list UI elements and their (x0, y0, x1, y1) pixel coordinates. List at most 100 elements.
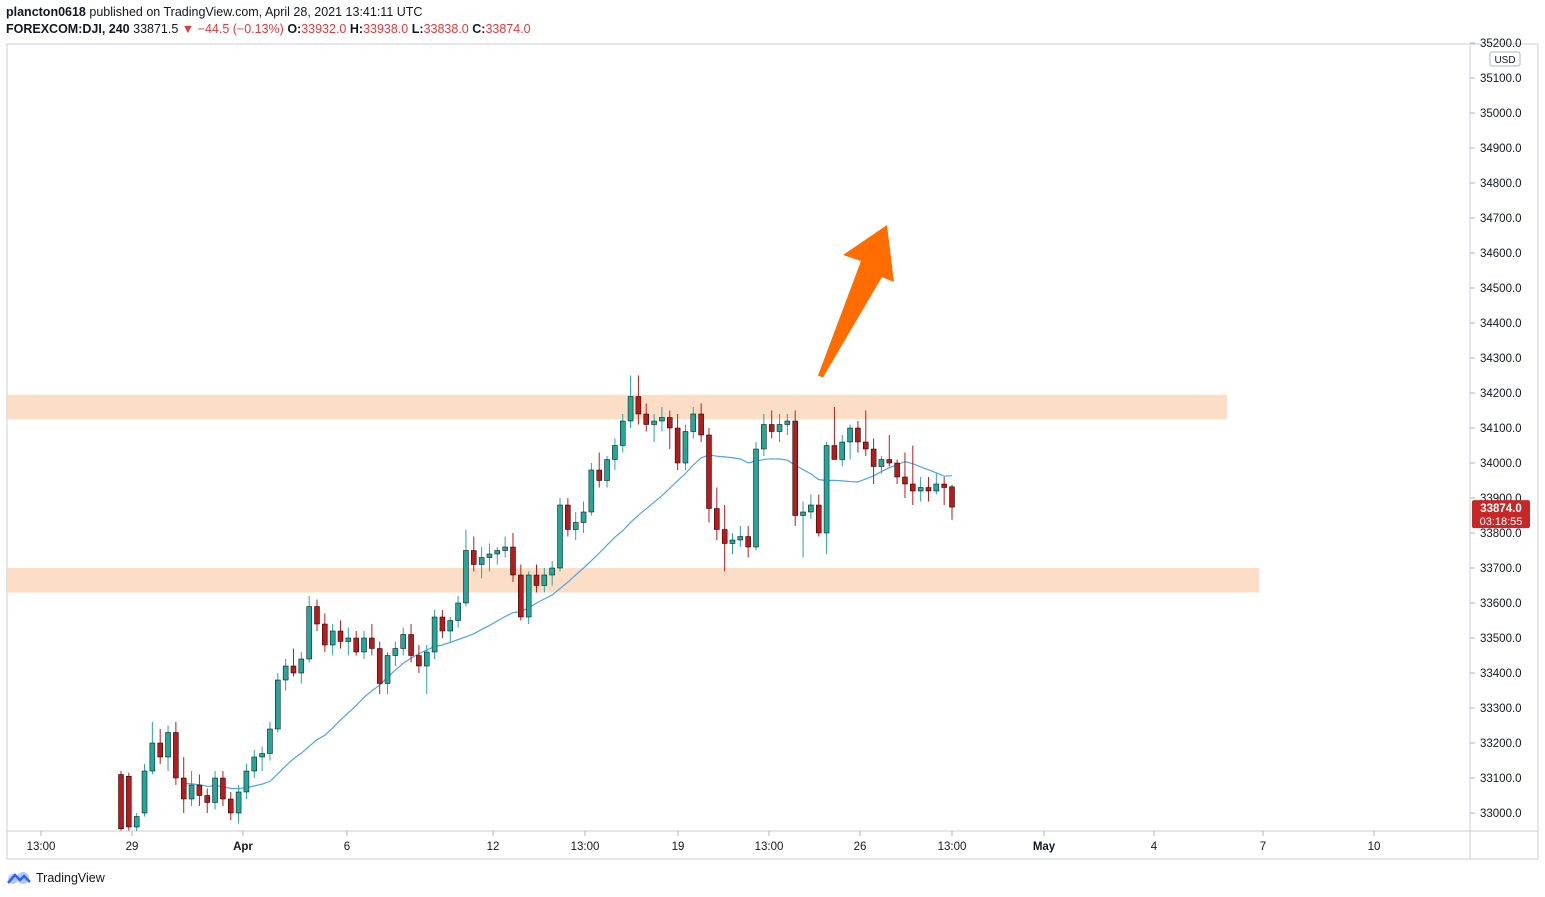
candle (690, 407, 697, 439)
candle (353, 631, 359, 656)
time-axis[interactable]: 13:00 29 Apr 6 12 13:00 19 13:00 26 13:00 May 4 7 10 (27, 831, 1381, 853)
y-tick-label: 33000.0 (1480, 808, 1522, 820)
candle-body (306, 606, 312, 660)
candle (212, 771, 218, 810)
high-label: H: (349, 22, 364, 36)
last-price-value: 33874.0 (1480, 503, 1522, 515)
x-tick-label: 13:00 (755, 841, 784, 853)
candle (165, 725, 171, 771)
candle (831, 407, 838, 460)
candle (494, 547, 501, 565)
candle-body (557, 504, 563, 569)
candle-body (745, 536, 751, 548)
candle (243, 764, 250, 799)
candle (682, 424, 689, 470)
candle (259, 746, 265, 771)
candle-body (808, 504, 814, 513)
candle-body (659, 417, 665, 422)
candle (518, 564, 524, 621)
candle (894, 459, 900, 484)
candle-body (792, 420, 798, 516)
candle (761, 414, 767, 456)
y-tick-label: 35200.0 (1480, 38, 1522, 50)
candle-body (753, 448, 759, 548)
candle-body (228, 798, 234, 814)
candle (721, 505, 728, 572)
candle (768, 410, 775, 439)
candle-body (361, 637, 367, 653)
candle-body (902, 476, 908, 485)
y-tick-label: 33100.0 (1480, 773, 1522, 785)
candle-body (220, 777, 226, 800)
x-tick-label: 7 (1260, 841, 1266, 853)
candle (706, 428, 712, 523)
candle (525, 571, 532, 624)
candle (863, 410, 869, 456)
candle (510, 533, 516, 582)
candle (118, 771, 124, 831)
candle-body (447, 620, 454, 632)
plot-border (6, 43, 1539, 860)
candle-body (612, 445, 618, 460)
candle (667, 410, 673, 449)
candle-body (408, 634, 414, 656)
y-tick-label: 33200.0 (1480, 738, 1522, 750)
candle-body (549, 567, 555, 576)
candle (604, 456, 610, 488)
candle-body (784, 420, 791, 425)
candle-body (674, 427, 681, 464)
candle-body (541, 574, 548, 586)
candle-body (141, 770, 148, 814)
candle (808, 494, 814, 519)
candle-body (431, 616, 438, 653)
candle-body (776, 424, 783, 432)
price-axis[interactable]: 33000.0 33100.0 33200.0 33300.0 33400.0 33500… (1470, 38, 1522, 820)
candle (627, 375, 634, 428)
candle-body (149, 742, 156, 772)
candle (423, 645, 430, 694)
candle-body (400, 634, 406, 649)
currency-badge: USD (1489, 51, 1521, 67)
candle (917, 477, 924, 502)
candle (408, 624, 414, 663)
author-name[interactable]: plancton0618 (6, 5, 86, 19)
candle (141, 764, 148, 817)
candle (306, 596, 312, 663)
y-tick-label: 34200.0 (1480, 388, 1522, 400)
candle (557, 498, 563, 572)
arrow-up-icon (818, 225, 894, 378)
candle (455, 596, 461, 628)
candle (157, 729, 163, 764)
tradingview-brand[interactable]: TradingView (36, 871, 105, 885)
currency-label: USD (1494, 55, 1515, 66)
candle (173, 722, 179, 785)
candle-body (243, 770, 250, 793)
x-tick-label: 19 (672, 841, 685, 853)
zone-rect (7, 394, 1227, 420)
high-value: 33938.0 (363, 22, 409, 36)
candle-body (494, 550, 501, 555)
candle-body (706, 434, 712, 509)
candle (674, 414, 681, 470)
last-price-tag: 33874.003:18:55 (1472, 500, 1530, 529)
y-tick-label: 34100.0 (1480, 423, 1522, 435)
y-tick-label: 34300.0 (1480, 353, 1522, 365)
y-tick-label: 33300.0 (1480, 703, 1522, 715)
candle (337, 620, 344, 649)
candle-body (580, 511, 587, 523)
candle (361, 631, 367, 659)
x-tick-label: May (1033, 841, 1056, 853)
candle-body (180, 777, 187, 800)
candle (251, 750, 258, 778)
candle-body (847, 427, 853, 443)
candle (204, 788, 210, 813)
candle-body (235, 791, 242, 814)
candle-body (196, 784, 203, 796)
candle-body (204, 795, 210, 803)
candle (753, 442, 759, 551)
candle (416, 645, 422, 673)
candle-body (604, 459, 610, 481)
y-tick-label: 33400.0 (1480, 668, 1522, 680)
zone-rect (7, 568, 1259, 593)
